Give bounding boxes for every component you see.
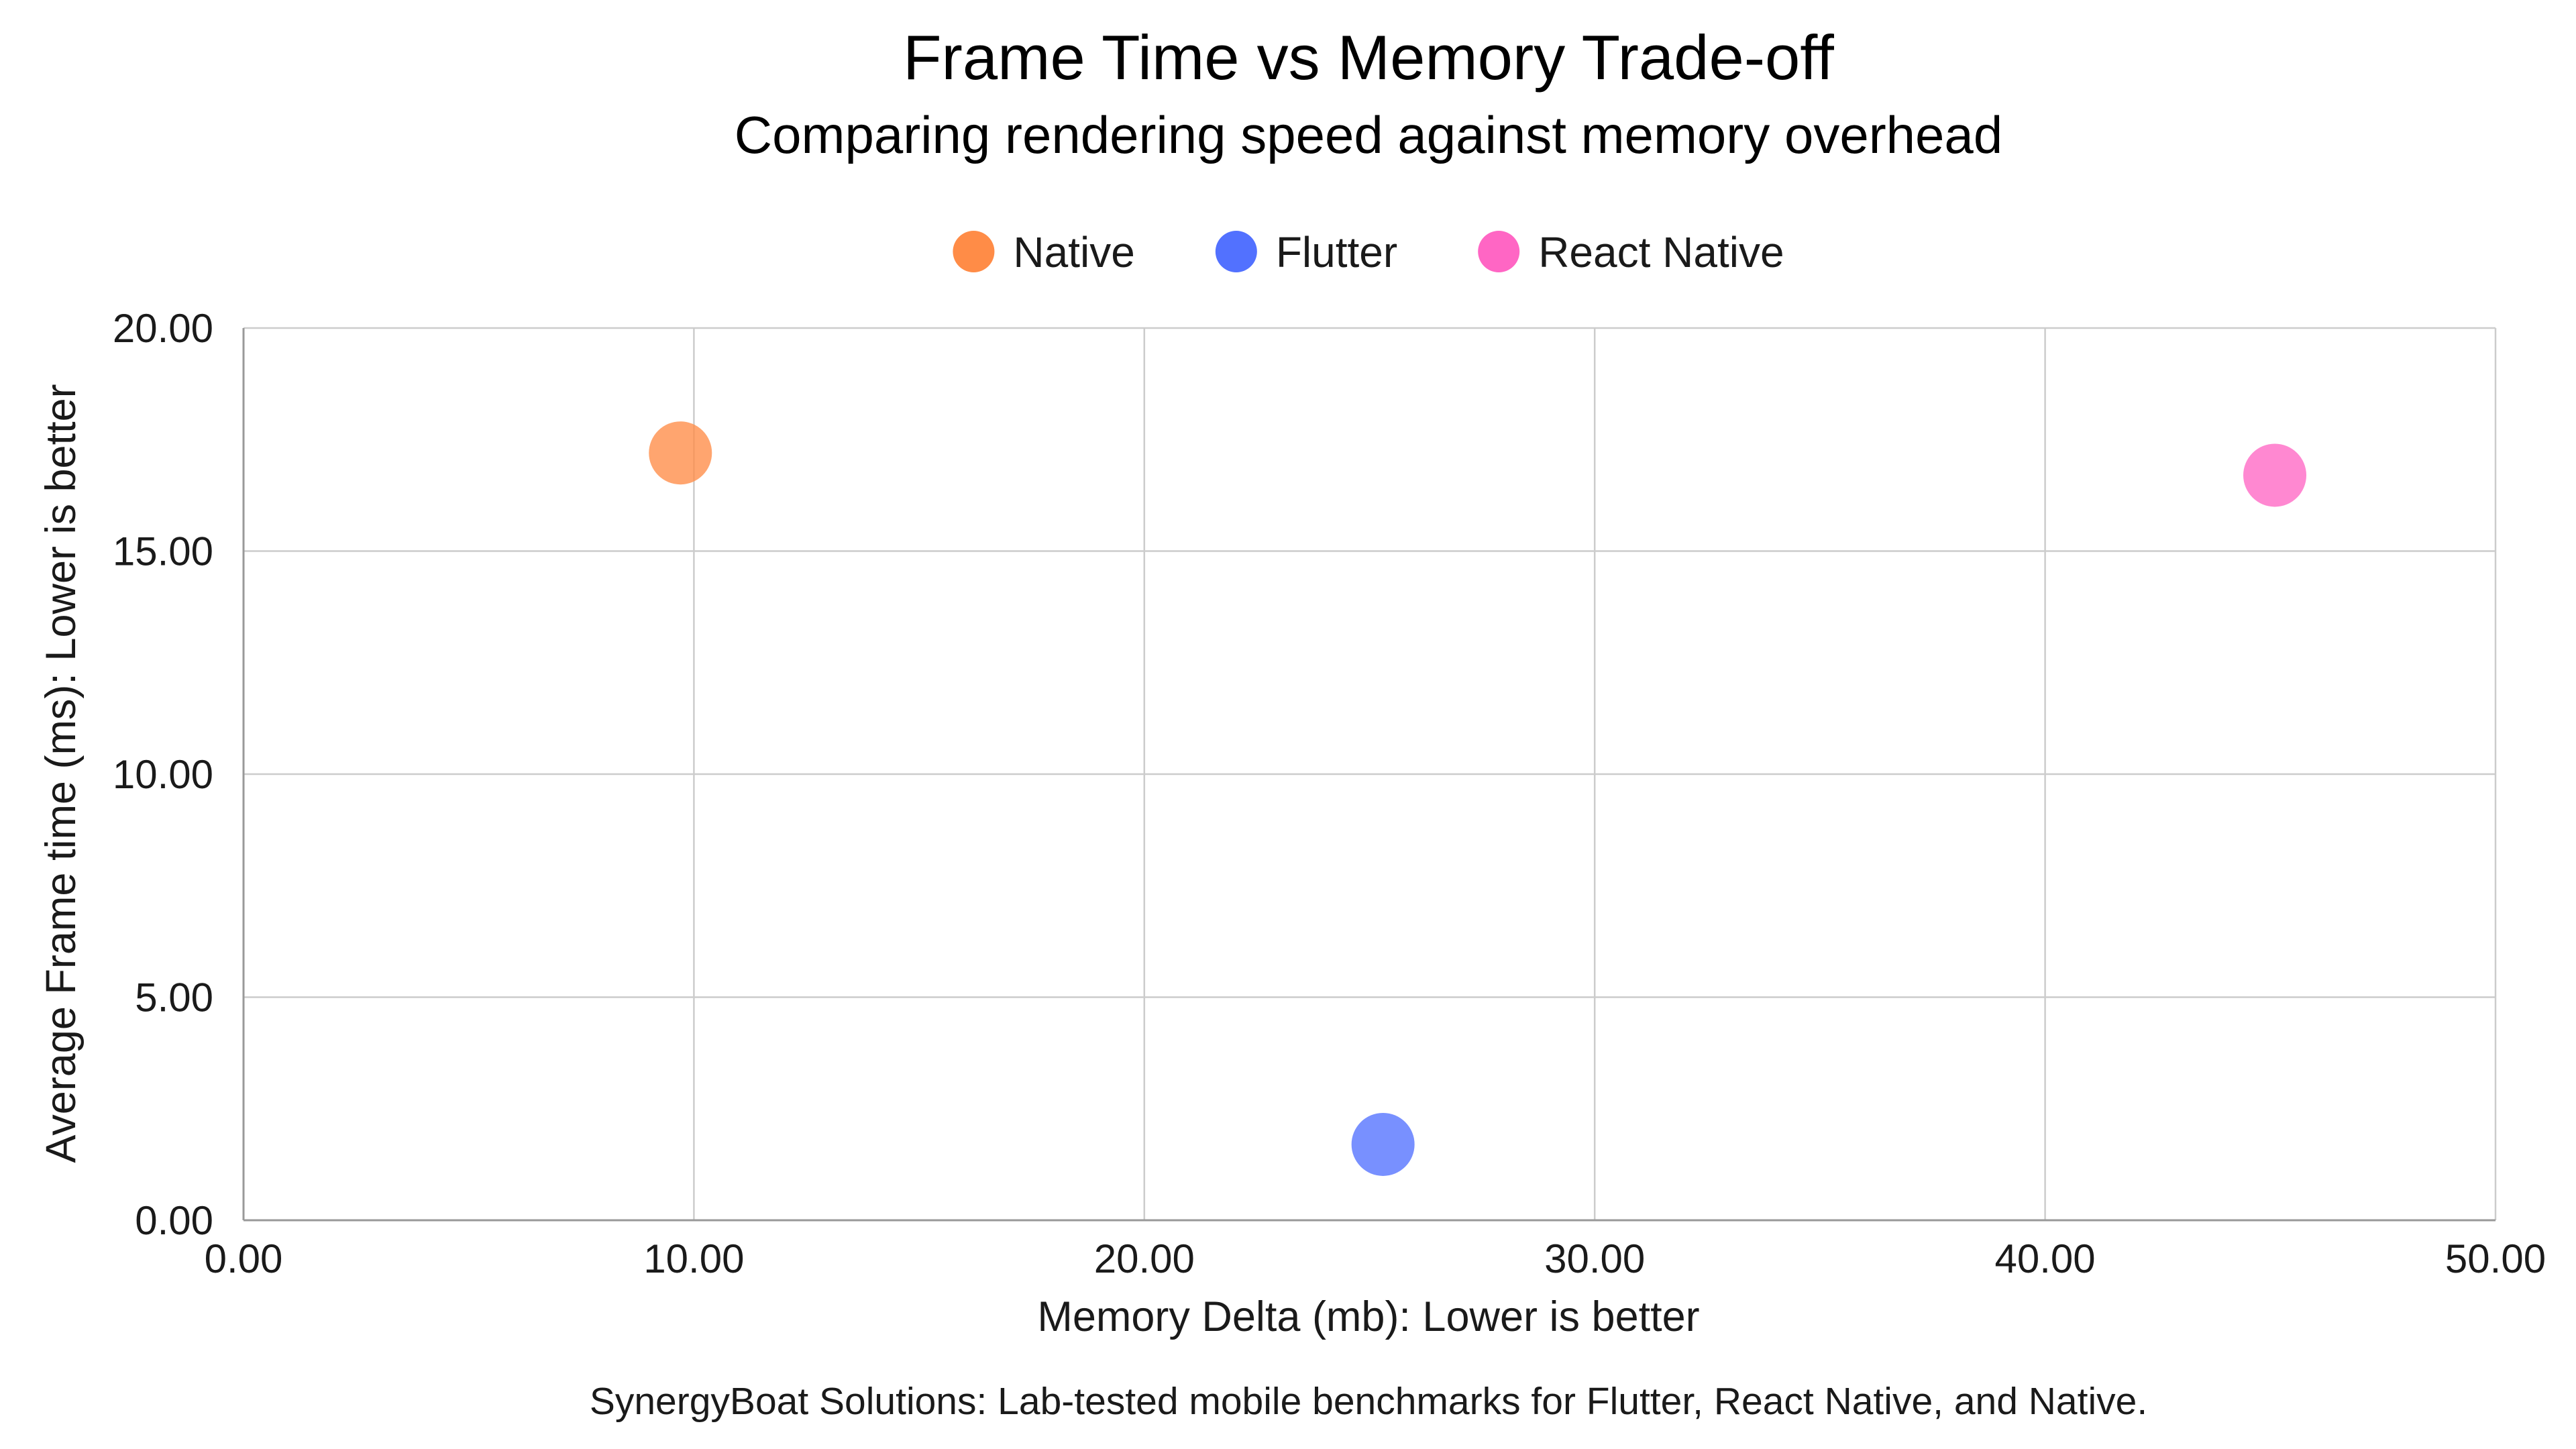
x-tick-label: 10.00: [643, 1236, 744, 1281]
legend-marker: [1478, 231, 1520, 272]
x-tick-label: 0.00: [205, 1236, 283, 1281]
y-tick-label: 10.00: [113, 752, 213, 797]
y-axis-ticks: 0.00 5.00 10.00 15.00 20.00: [113, 306, 213, 1243]
grid: [244, 327, 2497, 1220]
legend-label: React Native: [1538, 228, 1784, 276]
y-tick-label: 20.00: [113, 306, 213, 351]
legend: Native Flutter React Native: [953, 228, 1784, 276]
data-point: [649, 421, 712, 485]
y-tick-label: 0.00: [135, 1198, 213, 1243]
y-tick-label: 15.00: [113, 529, 213, 574]
x-axis-ticks: 0.00 10.00 20.00 30.00 40.00 50.00: [205, 1236, 2546, 1281]
x-tick-label: 30.00: [1544, 1236, 1645, 1281]
y-axis-label: Average Frame time (ms): Lower is better: [38, 384, 85, 1163]
x-tick-label: 50.00: [2445, 1236, 2546, 1281]
chart-subtitle: Comparing rendering speed against memory…: [735, 105, 2002, 164]
axes: [242, 328, 2496, 1222]
legend-marker: [953, 231, 995, 272]
chart-title: Frame Time vs Memory Trade-off: [903, 22, 1835, 93]
data-point: [2243, 443, 2307, 507]
y-tick-label: 5.00: [135, 975, 213, 1020]
data-points: [649, 421, 2307, 1176]
data-point: [1351, 1112, 1415, 1176]
x-tick-label: 20.00: [1094, 1236, 1195, 1281]
x-axis-label: Memory Delta (mb): Lower is better: [1037, 1293, 1699, 1340]
legend-label: Native: [1013, 228, 1134, 276]
legend-label: Flutter: [1276, 228, 1397, 276]
chart-footer: SynergyBoat Solutions: Lab-tested mobile…: [590, 1380, 2147, 1423]
x-tick-label: 40.00: [1995, 1236, 2096, 1281]
legend-marker: [1215, 231, 1257, 272]
